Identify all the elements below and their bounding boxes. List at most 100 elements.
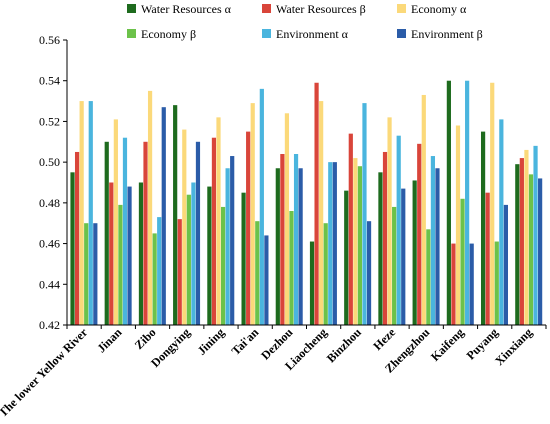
bar-economy--7 (319, 101, 324, 325)
bar-water-resources--5 (241, 192, 246, 325)
bar-economy--3 (182, 129, 187, 325)
legend-label: Water Resources α (141, 2, 232, 16)
bar-water-resources--9 (378, 172, 383, 325)
bar-environment--12 (503, 204, 508, 325)
bar-environment--3 (191, 182, 196, 325)
y-tick-label: 0.56 (39, 33, 60, 47)
bar-environment--13 (538, 178, 543, 325)
bar-water-resources--4 (211, 137, 217, 325)
bar-water-resources--0 (74, 151, 80, 325)
bar-economy--7 (323, 223, 328, 325)
bar-economy--4 (216, 117, 221, 325)
legend-label: Environment α (276, 27, 349, 41)
bar-environment--6 (293, 154, 299, 325)
bar-economy--2 (152, 233, 157, 325)
bar-water-resources--1 (104, 141, 109, 325)
x-category-label: Jining (195, 325, 228, 358)
legend-label: Economy β (141, 27, 196, 41)
bar-economy--10 (421, 94, 426, 326)
bar-water-resources--12 (480, 131, 486, 325)
bar-water-resources--3 (173, 105, 178, 325)
bar-water-resources--7 (309, 241, 315, 325)
legend-swatch (397, 4, 406, 13)
bar-environment--10 (430, 156, 436, 325)
bar-environment--12 (499, 119, 504, 325)
bar-economy--11 (460, 198, 465, 325)
x-category-label: Xinxiang (492, 325, 535, 368)
legend-swatch (262, 29, 271, 38)
bar-water-resources--8 (344, 190, 349, 325)
bar-water-resources--2 (143, 141, 148, 325)
bar-water-resources--13 (519, 158, 524, 325)
bar-economy--4 (220, 206, 226, 325)
bars-group (70, 80, 543, 326)
bar-water-resources--1 (109, 182, 114, 325)
y-tick-label: 0.52 (39, 114, 60, 128)
bar-water-resources--0 (70, 172, 75, 325)
bar-economy--0 (84, 223, 89, 325)
bar-environment--9 (401, 188, 406, 325)
bar-economy--1 (113, 119, 118, 325)
bar-environment--1 (127, 186, 132, 325)
bar-environment--4 (225, 168, 230, 325)
bar-water-resources--8 (348, 133, 353, 325)
bar-environment--8 (362, 103, 367, 325)
bar-economy--8 (357, 166, 363, 325)
bar-water-resources--12 (485, 192, 490, 325)
bar-water-resources--4 (207, 186, 212, 325)
bar-environment--5 (264, 235, 269, 325)
legend-swatch (127, 29, 136, 38)
bar-environment--2 (157, 217, 162, 325)
legend-swatch (397, 29, 406, 38)
bar-environment--7 (332, 162, 337, 325)
bar-environment--0 (88, 101, 93, 325)
bar-water-resources--10 (412, 180, 417, 325)
bar-water-resources--9 (382, 151, 388, 325)
x-category-label: The lower Yellow River (0, 325, 91, 420)
bar-environment--2 (161, 107, 166, 326)
bar-environment--13 (533, 145, 538, 325)
bar-environment--7 (328, 162, 333, 325)
bar-environment--0 (93, 223, 98, 325)
bar-economy--0 (79, 101, 84, 325)
legend-label: Economy α (411, 2, 467, 16)
bar-environment--1 (122, 137, 128, 325)
y-axis-ticks: 0.42 0.44 0.46 0.48 0.50 0.52 0.54 0.56 (39, 33, 67, 332)
bar-economy--13 (524, 149, 529, 325)
bar-economy--11 (455, 125, 461, 325)
legend-label: Environment β (411, 27, 483, 41)
bar-economy--6 (289, 211, 294, 325)
bar-economy--10 (426, 229, 431, 325)
bar-economy--8 (353, 158, 358, 325)
bar-environment--5 (259, 88, 264, 325)
x-category-label: Jinan (94, 325, 124, 355)
bar-economy--3 (186, 194, 191, 325)
bar-economy--12 (494, 241, 499, 325)
y-tick-label: 0.50 (39, 155, 60, 169)
x-category-label: Kaifeng (428, 325, 467, 364)
y-tick-label: 0.44 (39, 277, 60, 291)
bar-water-resources--11 (451, 243, 456, 325)
bar-economy--5 (255, 221, 260, 325)
x-category-label: Zibo (132, 325, 159, 352)
bar-environment--6 (298, 168, 303, 325)
y-tick-label: 0.54 (39, 74, 60, 88)
bar-water-resources--7 (314, 82, 319, 325)
bar-environment--3 (195, 141, 201, 325)
bar-environment--4 (230, 156, 235, 325)
legend-label: Water Resources β (276, 2, 366, 16)
bar-economy--9 (387, 117, 392, 325)
legend-swatch (262, 4, 271, 13)
x-category-label: Binzhou (324, 325, 364, 365)
bar-water-resources--13 (515, 164, 520, 325)
x-category-label: Tai'an (229, 325, 262, 358)
bar-environment--8 (366, 221, 372, 325)
bar-environment--11 (469, 243, 474, 325)
bar-economy--1 (118, 204, 123, 325)
bar-water-resources--3 (177, 219, 182, 325)
bar-economy--5 (250, 103, 255, 325)
bar-environment--11 (465, 80, 470, 326)
bar-water-resources--6 (280, 154, 285, 325)
